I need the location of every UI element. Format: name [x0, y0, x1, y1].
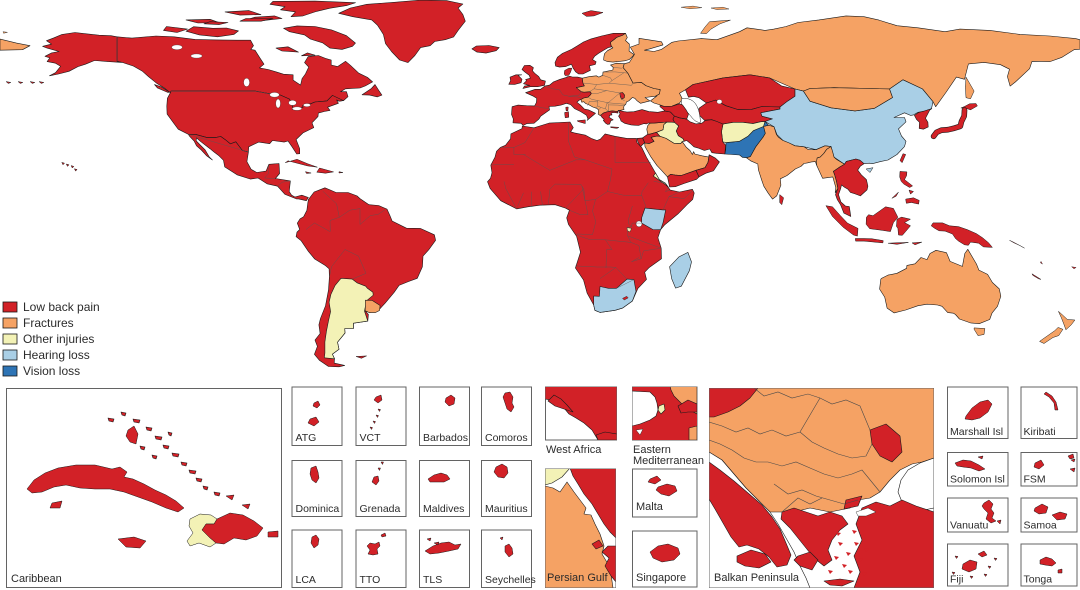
- svg-text:West Africa: West Africa: [546, 444, 602, 456]
- svg-text:Mauritius: Mauritius: [485, 503, 528, 515]
- svg-text:LCA: LCA: [296, 574, 316, 586]
- svg-text:Low back pain: Low back pain: [23, 300, 100, 314]
- svg-text:Grenada: Grenada: [360, 503, 401, 515]
- svg-text:Other injuries: Other injuries: [23, 332, 94, 346]
- svg-text:Solomon Isl: Solomon Isl: [950, 474, 1005, 486]
- svg-text:Vanuatu: Vanuatu: [950, 520, 988, 532]
- svg-text:Comoros: Comoros: [485, 432, 528, 444]
- svg-text:Persian Gulf: Persian Gulf: [547, 572, 608, 584]
- svg-text:ATG: ATG: [296, 432, 317, 444]
- svg-text:Balkan Peninsula: Balkan Peninsula: [714, 572, 800, 584]
- svg-text:Seychelles: Seychelles: [485, 574, 536, 586]
- svg-text:Singapore: Singapore: [636, 572, 686, 584]
- svg-text:TTO: TTO: [360, 574, 381, 586]
- svg-text:FSM: FSM: [1024, 474, 1046, 486]
- svg-text:TLS: TLS: [423, 574, 442, 586]
- svg-text:VCT: VCT: [360, 432, 382, 444]
- svg-text:Fiji: Fiji: [950, 574, 963, 586]
- svg-text:Eastern: Eastern: [633, 444, 671, 456]
- svg-text:Malta: Malta: [636, 501, 664, 513]
- svg-text:Maldives: Maldives: [423, 503, 464, 515]
- svg-text:Fractures: Fractures: [23, 316, 74, 330]
- svg-text:Caribbean: Caribbean: [11, 573, 62, 585]
- svg-text:Marshall Isl: Marshall Isl: [950, 426, 1003, 438]
- svg-text:Tonga: Tonga: [1024, 574, 1053, 586]
- svg-text:Dominica: Dominica: [296, 503, 340, 515]
- svg-text:Barbados: Barbados: [423, 432, 468, 444]
- svg-text:Kiribati: Kiribati: [1024, 426, 1056, 438]
- svg-text:Mediterranean: Mediterranean: [633, 455, 704, 467]
- svg-text:Hearing loss: Hearing loss: [23, 348, 90, 362]
- svg-text:Vision loss: Vision loss: [23, 364, 80, 378]
- svg-text:Samoa: Samoa: [1024, 520, 1057, 532]
